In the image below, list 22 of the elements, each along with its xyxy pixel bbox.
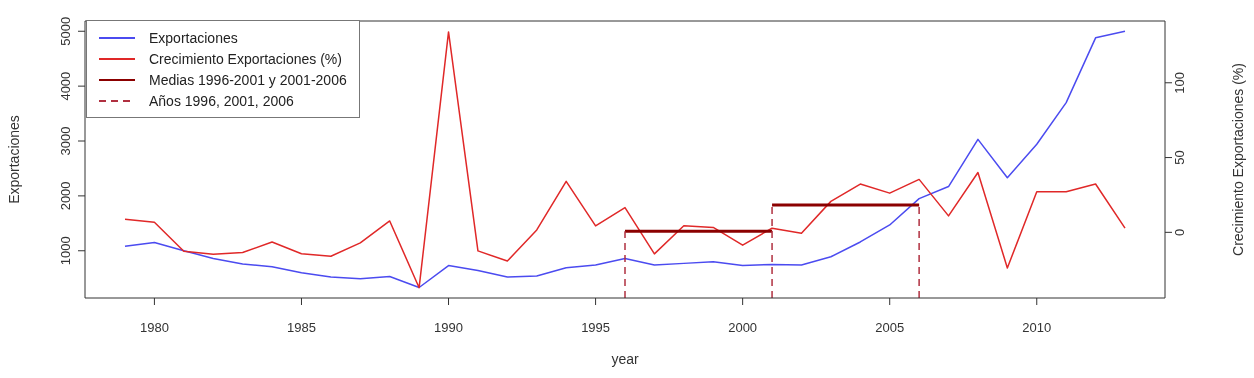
x-tick-label: 1980 bbox=[139, 320, 169, 336]
y2-tick-label: 100 bbox=[1172, 71, 1187, 94]
x-tick-label: 1985 bbox=[287, 320, 316, 336]
y-tick-label: 4000 bbox=[58, 71, 73, 101]
legend-label: Exportaciones bbox=[149, 29, 238, 46]
y-tick-label: 2000 bbox=[58, 181, 73, 211]
y2-tick-label: 0 bbox=[1172, 228, 1187, 236]
x-tick-label: 1990 bbox=[434, 320, 463, 336]
y-tick-label: 3000 bbox=[58, 126, 73, 156]
y2-tick-label: 50 bbox=[1172, 150, 1187, 165]
x-tick-label: 2000 bbox=[728, 320, 758, 336]
y-tick-label: 5000 bbox=[58, 16, 73, 46]
x-tick-label: 2010 bbox=[1022, 320, 1052, 336]
y-axis-title: Exportaciones bbox=[5, 115, 22, 204]
y-tick-label: 1000 bbox=[58, 236, 73, 266]
x-tick-label: 2005 bbox=[875, 320, 905, 336]
legend-label: Medias 1996-2001 y 2001-2006 bbox=[149, 71, 347, 88]
x-tick-label: 1995 bbox=[581, 320, 611, 336]
x-axis-title: year bbox=[611, 351, 639, 367]
y2-axis-title: Crecimiento Exportaciones (%) bbox=[1229, 63, 1246, 256]
legend-label: Crecimiento Exportaciones (%) bbox=[149, 50, 342, 67]
legend-label: Años 1996, 2001, 2006 bbox=[149, 92, 294, 109]
